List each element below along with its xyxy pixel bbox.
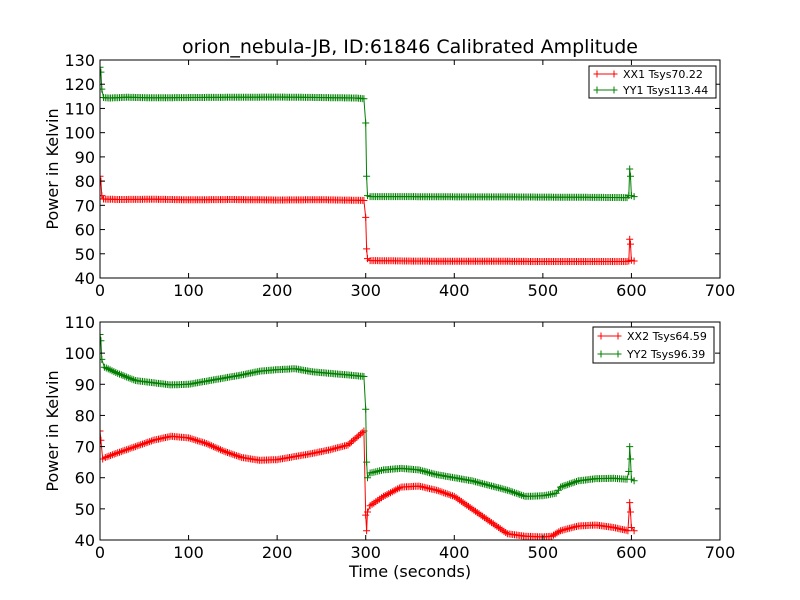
series-markers [100, 331, 638, 500]
legend-box [588, 65, 717, 99]
x-tick-label: 500 [528, 543, 559, 562]
panel-1: orion_nebula-JB, ID:61846 Calibrated Amp… [43, 36, 735, 300]
series-line [100, 334, 635, 497]
legend-label: XX1 Tsys70.22 [623, 68, 703, 81]
y-tick-label: 80 [75, 406, 95, 425]
y-tick-label: 40 [75, 531, 95, 550]
y-tick-label: 60 [75, 469, 95, 488]
y-tick-label: 110 [64, 313, 95, 332]
x-tick-label: 100 [173, 543, 204, 562]
legend-swatch-marker [614, 332, 622, 340]
x-tick-label: 0 [95, 543, 105, 562]
chart-title: orion_nebula-JB, ID:61846 Calibrated Amp… [182, 36, 638, 58]
legend-box [592, 326, 715, 364]
x-tick-label: 700 [705, 281, 736, 300]
series-markers [100, 63, 638, 202]
series-1 [100, 427, 638, 540]
y-tick-label: 130 [64, 51, 95, 70]
x-tick-label: 500 [528, 281, 559, 300]
legend-swatch-marker [593, 70, 601, 78]
x-tick-label: 400 [439, 281, 470, 300]
y-tick-label: 40 [75, 269, 95, 288]
plot-frame [99, 321, 721, 541]
series-2 [100, 331, 638, 500]
legend-swatch-marker [610, 86, 618, 94]
x-tick-label: 100 [173, 281, 204, 300]
legend: XX1 Tsys70.22 YY1 Tsys113.44 [588, 65, 717, 99]
y-axis-label: Power in Kelvin [43, 108, 62, 229]
x-tick-label: 600 [616, 281, 647, 300]
series-2 [100, 63, 638, 202]
plot-frame [99, 59, 721, 279]
x-tick-label: 300 [350, 543, 381, 562]
y-tick-label: 90 [75, 375, 95, 394]
y-tick-label: 90 [75, 148, 95, 167]
x-tick-label: 600 [616, 543, 647, 562]
legend-label: YY1 Tsys113.44 [622, 84, 708, 97]
y-tick-label: 100 [64, 124, 95, 143]
x-tick-label: 300 [350, 281, 381, 300]
panel-2: 0 100 200 300 400 500 600 700 40 50 60 70 80 90 100 110… [43, 313, 735, 581]
y-tick-label: 120 [64, 75, 95, 94]
x-tick-label: 0 [95, 281, 105, 300]
y-tick-label: 50 [75, 245, 95, 264]
y-tick-label: 110 [64, 99, 95, 118]
y-axis-label: Power in Kelvin [43, 370, 62, 491]
x-tick-label: 200 [262, 281, 293, 300]
y-tick-label: 70 [75, 438, 95, 457]
legend-swatch-marker [614, 350, 622, 358]
x-tick-label: 700 [705, 543, 736, 562]
series-markers [100, 172, 638, 265]
x-tick-label: 400 [439, 543, 470, 562]
x-tick-label: 200 [262, 543, 293, 562]
legend-swatch-marker [593, 86, 601, 94]
x-axis-label: Time (seconds) [348, 562, 471, 581]
legend-swatch-marker [597, 350, 605, 358]
y-tick-label: 70 [75, 196, 95, 215]
legend-label: XX2 Tsys64.59 [627, 330, 707, 343]
legend-swatch-marker [597, 332, 605, 340]
series-line [100, 429, 635, 538]
legend: XX2 Tsys64.59 YY2 Tsys96.39 [592, 326, 715, 364]
y-tick-label: 50 [75, 500, 95, 519]
y-tick-label: 80 [75, 172, 95, 191]
y-tick-label: 60 [75, 221, 95, 240]
legend-swatch-marker [610, 70, 618, 78]
series-markers [100, 427, 638, 540]
legend-label: YY2 Tsys96.39 [626, 348, 705, 361]
y-tick-label: 100 [64, 344, 95, 363]
series-1 [100, 172, 638, 265]
